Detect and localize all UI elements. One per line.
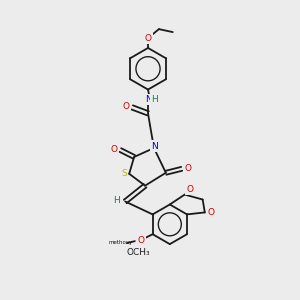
Text: S: S bbox=[122, 169, 127, 178]
Text: N: N bbox=[152, 142, 158, 151]
Text: O: O bbox=[123, 102, 130, 111]
Text: OCH₃: OCH₃ bbox=[127, 248, 151, 256]
Text: O: O bbox=[145, 34, 152, 43]
Text: O: O bbox=[207, 208, 214, 217]
Text: N: N bbox=[145, 95, 152, 104]
Text: methoxy: methoxy bbox=[109, 240, 133, 244]
Text: H: H bbox=[113, 196, 120, 205]
Text: O: O bbox=[111, 145, 118, 154]
Text: O: O bbox=[184, 164, 191, 173]
Text: O: O bbox=[137, 236, 144, 245]
Text: O: O bbox=[186, 185, 193, 194]
Text: H: H bbox=[152, 95, 158, 104]
